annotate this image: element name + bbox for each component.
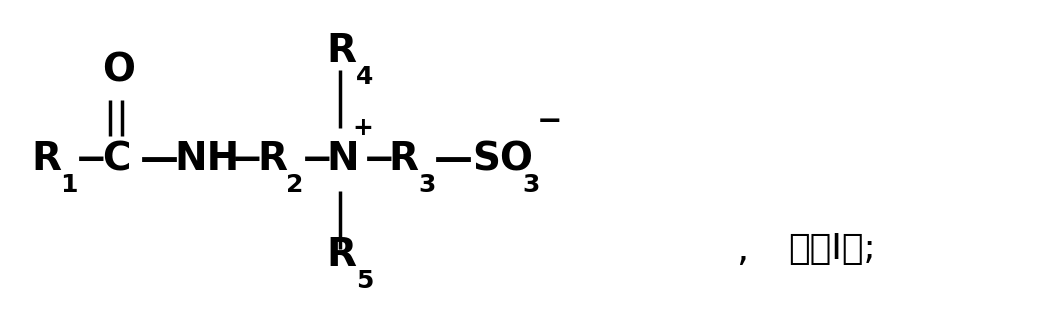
Text: +: + — [353, 115, 373, 140]
Text: 3: 3 — [523, 173, 540, 197]
Text: 式（I）;: 式（I）; — [788, 232, 876, 266]
Text: SO: SO — [472, 140, 533, 179]
Text: 5: 5 — [356, 269, 373, 293]
Text: R: R — [327, 32, 357, 70]
Text: R: R — [327, 236, 357, 274]
Text: 3: 3 — [418, 173, 436, 197]
Text: 1: 1 — [60, 173, 78, 197]
Text: −: − — [537, 107, 563, 136]
Text: O: O — [102, 51, 135, 89]
Text: R: R — [389, 140, 419, 179]
Text: −: − — [75, 140, 107, 179]
Text: −: − — [301, 140, 333, 179]
Text: R: R — [257, 140, 287, 179]
Text: NH: NH — [174, 140, 240, 179]
Text: 2: 2 — [286, 173, 304, 197]
Text: C: C — [102, 140, 130, 179]
Text: N: N — [327, 140, 359, 179]
Text: —: — — [433, 140, 473, 179]
Text: −: − — [363, 140, 395, 179]
Text: 4: 4 — [356, 64, 373, 89]
Text: −: − — [231, 140, 263, 179]
Text: ,: , — [736, 230, 749, 268]
Text: R: R — [31, 140, 61, 179]
Text: —: — — [140, 140, 179, 179]
